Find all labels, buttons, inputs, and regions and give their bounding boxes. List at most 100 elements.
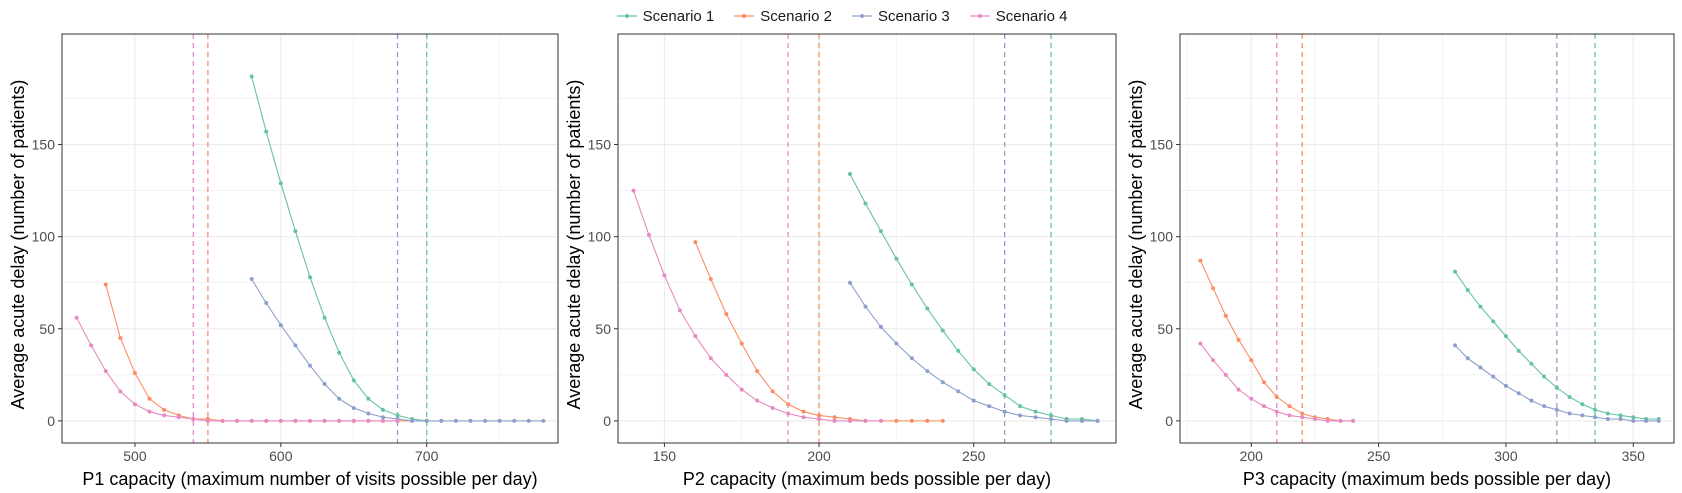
data-point-scenario-4 [708,356,713,361]
data-point-scenario-1 [1580,402,1585,407]
legend-key-scenario-1 [616,14,637,18]
data-point-scenario-4 [380,418,385,423]
data-point-scenario-4 [1312,417,1317,422]
panel-3: 200 250 300 350 0 50 100 150 P3 capacity (maximu… [1126,33,1675,489]
legend-label-scenario-1: Scenario 1 [642,7,715,25]
data-point-scenario-1 [894,256,899,261]
x-axis-label: P1 capacity (maximum number of visits po… [82,469,537,489]
data-point-scenario-3 [987,404,992,409]
data-point-scenario-4 [1287,413,1292,418]
data-point-scenario-4 [147,409,152,414]
data-point-scenario-3 [1542,404,1547,409]
y-tick-label: 50 [39,321,55,337]
data-point-scenario-1 [1033,409,1038,414]
data-point-scenario-4 [1249,396,1254,401]
data-point-scenario-3 [366,411,371,416]
data-point-scenario-3 [1605,417,1610,422]
legend-key-scenario-4 [969,14,990,18]
data-point-scenario-4 [631,188,636,193]
data-point-scenario-3 [526,418,531,423]
data-point-scenario-1 [987,382,992,387]
data-point-scenario-3 [1002,409,1007,414]
x-axis-label: P2 capacity (maximum beds possible per d… [683,469,1051,489]
data-point-scenario-4 [351,418,356,423]
data-point-scenario-4 [395,418,400,423]
data-point-scenario-1 [1554,385,1559,390]
y-axis-label: Average acute delay (number of patients) [8,80,28,410]
x-tick-label: 600 [269,448,293,464]
data-point-scenario-3 [971,398,976,403]
data-point-scenario-3 [439,418,444,423]
data-point-scenario-1 [878,229,883,234]
data-point-scenario-4 [103,369,108,374]
data-point-scenario-1 [366,396,371,401]
data-point-scenario-3 [541,418,546,423]
data-point-scenario-3 [410,418,415,423]
data-point-scenario-3 [863,304,868,309]
data-point-scenario-3 [293,343,298,348]
data-point-scenario-2 [1287,404,1292,409]
data-point-scenario-3 [1064,418,1069,423]
data-point-scenario-3 [1453,343,1458,348]
x-tick-label: 150 [653,448,677,464]
data-point-scenario-3 [278,323,283,328]
data-point-scenario-1 [1002,393,1007,398]
x-tick-label: 200 [807,448,831,464]
data-point-scenario-3 [264,300,269,305]
data-point-scenario-3 [1554,407,1559,412]
data-point-scenario-4 [235,418,240,423]
legend-label-scenario-2: Scenario 2 [760,7,832,25]
data-point-scenario-1 [940,328,945,333]
data-point-scenario-1 [1478,304,1483,309]
data-point-scenario-4 [162,413,167,418]
data-point-scenario-1 [1631,415,1636,420]
data-point-scenario-1 [1453,269,1458,274]
data-point-scenario-4 [293,418,298,423]
data-point-scenario-3 [1465,356,1470,361]
data-point-scenario-4 [205,418,210,423]
data-point-scenario-4 [1223,372,1228,377]
data-point-scenario-3 [1656,418,1661,423]
data-point-scenario-1 [1465,288,1470,293]
data-point-scenario-3 [1567,411,1572,416]
legend-item-scenario-2: Scenario 2 [732,8,832,25]
data-point-scenario-4 [1274,409,1279,414]
y-tick-label: 100 [1150,229,1174,245]
data-point-scenario-1 [847,172,852,177]
y-tick-label: 0 [603,413,611,429]
data-point-scenario-4 [1236,387,1241,392]
legend-item-scenario-3: Scenario 3 [850,8,950,25]
data-point-scenario-4 [132,402,137,407]
data-point-scenario-4 [646,232,651,237]
data-point-scenario-2 [693,240,698,245]
data-point-scenario-2 [925,418,930,423]
data-point-scenario-1 [395,413,400,418]
panel-border [61,33,559,444]
data-point-scenario-2 [1249,358,1254,363]
data-point-scenario-3 [1516,391,1521,396]
y-axis-label: Average acute delay (number of patients) [1126,80,1146,410]
data-point-scenario-1 [925,306,930,311]
data-point-scenario-1 [380,407,385,412]
y-tick-label: 150 [1150,137,1174,153]
data-point-scenario-3 [1033,415,1038,420]
data-point-scenario-2 [1211,286,1216,291]
data-point-scenario-3 [424,418,429,423]
data-point-scenario-2 [817,413,822,418]
data-point-scenario-3 [512,418,517,423]
x-tick-label: 350 [1622,448,1646,464]
data-point-scenario-2 [755,369,760,374]
legend-label-scenario-4: Scenario 4 [995,7,1068,25]
data-point-scenario-4 [249,418,254,423]
data-point-scenario-1 [264,129,269,134]
data-point-scenario-1 [1049,413,1054,418]
data-point-scenario-3 [497,418,502,423]
data-point-scenario-4 [278,418,283,423]
data-point-scenario-1 [293,229,298,234]
y-tick-label: 50 [1157,321,1173,337]
data-point-scenario-1 [249,74,254,79]
data-point-scenario-1 [308,275,312,280]
x-tick-label: 250 [1367,448,1391,464]
data-point-scenario-4 [74,315,79,320]
data-point-scenario-4 [1198,341,1203,346]
